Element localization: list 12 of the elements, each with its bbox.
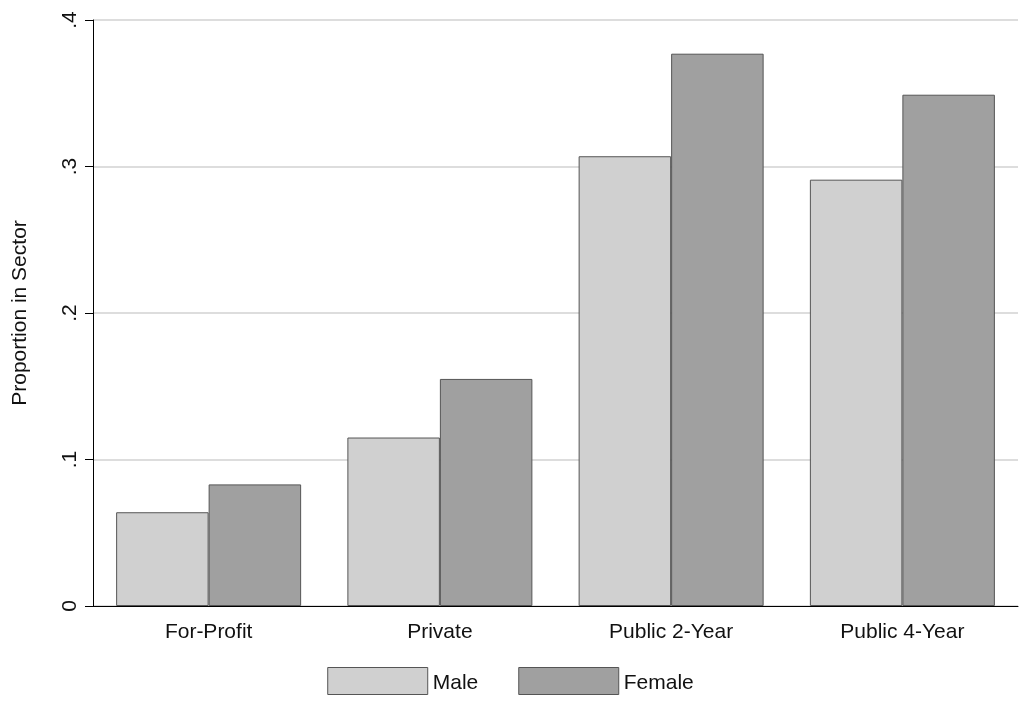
- y-tick-label: .1: [57, 450, 80, 469]
- x-tick-label: Public 4-Year: [840, 619, 965, 642]
- legend-label: Male: [432, 669, 479, 693]
- x-tick-label: Private: [407, 619, 473, 642]
- x-tick-label: For-Profit: [164, 619, 253, 642]
- y-tick-label: .3: [57, 157, 80, 176]
- y-tick-label: .2: [57, 304, 80, 322]
- legend-label: Female: [623, 669, 694, 693]
- x-tick-label: Public 2-Year: [609, 619, 734, 642]
- y-axis-title: Proportion in Sector: [7, 220, 30, 406]
- y-tick-label: .4: [57, 10, 80, 29]
- y-tick-label: 0: [57, 600, 80, 612]
